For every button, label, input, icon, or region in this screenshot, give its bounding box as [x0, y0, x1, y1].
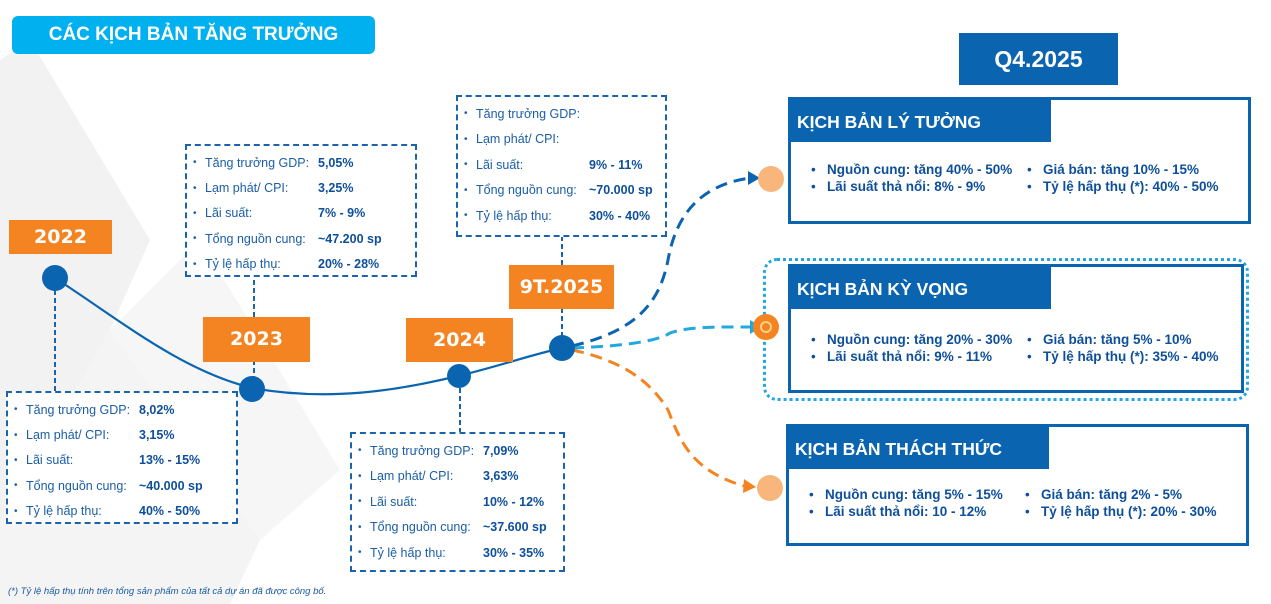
metric-row: • Tổng nguồn cung: ~47.200 sp	[193, 231, 382, 246]
quarter-badge: Q4.2025	[959, 33, 1118, 85]
scenario-marker-expected	[753, 314, 779, 340]
ring-icon	[760, 321, 772, 333]
scenario-details: • Nguồn cung: tăng 5% - 15% • Giá bán: tăn…	[809, 487, 1217, 519]
year-tag-9t2025: 9T.2025	[509, 265, 614, 309]
scenario-title: KỊCH BẢN LÝ TƯỞNG	[791, 100, 1051, 142]
scenario-challenge: KỊCH BẢN THÁCH THỨC • Nguồn cung: tăng 5%…	[786, 424, 1249, 546]
metric-row: • Lạm phát/ CPI:	[464, 132, 560, 147]
scenario-ideal: KỊCH BẢN LÝ TƯỞNG • Nguồn cung: tăng 40% …	[788, 97, 1251, 224]
metric-row: • Tăng trưởng GDP: 5,05%	[193, 155, 354, 170]
metric-row: • Lãi suất: 7% - 9%	[193, 206, 366, 221]
scenario-title: KỊCH BẢN KỲ VỌNG	[791, 267, 1051, 309]
scenario-marker-challenge	[757, 475, 783, 501]
metric-row: • Lạm phát/ CPI: 3,63%	[358, 469, 519, 484]
timeline-node-2022	[42, 265, 68, 291]
metric-row: • Lãi suất: 13% - 15%	[14, 453, 201, 468]
metric-row: • Tổng nguồn cung: ~70.000 sp	[464, 183, 653, 198]
info-box-2022: • Tăng trưởng GDP: 8,02% • Lạm phát/ CPI: 3,…	[6, 391, 238, 524]
year-tag-2022: 2022	[9, 220, 112, 254]
metric-row: • Tỷ lệ hấp thụ: 40% - 50%	[14, 504, 201, 519]
timeline-node-2023	[239, 376, 265, 402]
metric-row: • Lãi suất: 9% - 11%	[464, 157, 643, 172]
scenario-marker-ideal	[758, 166, 784, 192]
info-box-2024: • Tăng trưởng GDP: 7,09% • Lạm phát/ CPI: 3,…	[350, 432, 565, 572]
metric-row: • Lạm phát/ CPI: 3,15%	[14, 428, 175, 443]
footnote: (*) Tỷ lệ hấp thụ tính trên tổng sản phẩ…	[8, 586, 327, 597]
metric-row: • Tăng trưởng GDP: 8,02%	[14, 402, 175, 417]
metric-row: • Lạm phát/ CPI: 3,25%	[193, 181, 354, 196]
metric-row: • Tổng nguồn cung: ~37.600 sp	[358, 520, 547, 535]
scenario-expected: KỊCH BẢN KỲ VỌNG • Nguồn cung: tăng 20% -…	[788, 264, 1244, 393]
page-title: CÁC KỊCH BẢN TĂNG TRƯỞNG	[12, 16, 375, 54]
scenario-title: KỊCH BẢN THÁCH THỨC	[789, 427, 1049, 469]
metric-row: • Tổng nguồn cung: ~40.000 sp	[14, 478, 203, 493]
timeline-node-2024	[447, 364, 471, 388]
info-box-9t2025: • Tăng trưởng GDP: • Lạm phát/ CPI: • Lãi s…	[456, 95, 667, 237]
metric-row: • Tỷ lệ hấp thụ: 30% - 35%	[358, 545, 545, 560]
scenario-details: • Nguồn cung: tăng 20% - 30% • Giá bán: tă…	[811, 332, 1219, 364]
metric-row: • Tỷ lệ hấp thụ: 30% - 40%	[464, 208, 651, 223]
metric-row: • Tăng trưởng GDP: 7,09%	[358, 443, 519, 458]
info-box-2023: • Tăng trưởng GDP: 5,05% • Lạm phát/ CPI: 3,…	[185, 144, 417, 277]
metric-row: • Tỷ lệ hấp thụ: 20% - 28%	[193, 257, 380, 272]
year-tag-2023: 2023	[203, 317, 310, 362]
metric-row: • Lãi suất: 10% - 12%	[358, 494, 545, 509]
year-tag-2024: 2024	[406, 318, 513, 362]
metric-row: • Tăng trưởng GDP:	[464, 106, 581, 121]
timeline-node-9t2025	[549, 335, 575, 361]
scenario-details: • Nguồn cung: tăng 40% - 50% • Giá bán: tă…	[811, 162, 1219, 194]
